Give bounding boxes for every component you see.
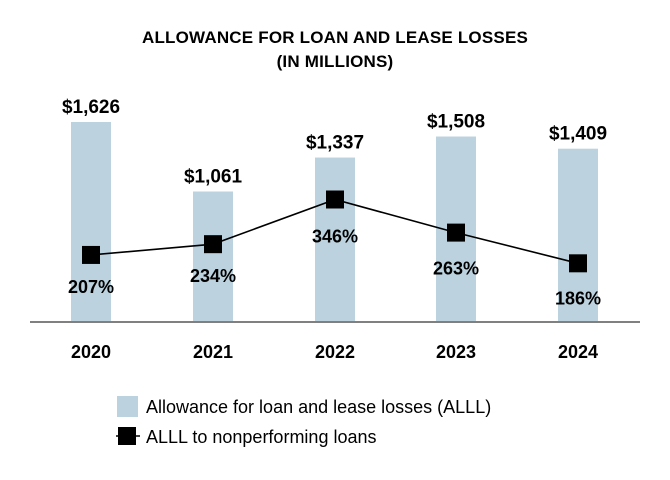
legend-swatch-bar xyxy=(117,396,138,417)
bar xyxy=(315,157,355,322)
line-value-label: 263% xyxy=(433,259,479,279)
x-tick-label: 2020 xyxy=(71,342,111,362)
line-marker xyxy=(569,254,587,273)
bar xyxy=(558,148,598,322)
legend-swatch-marker xyxy=(118,427,136,445)
bar-value-label: $1,061 xyxy=(184,166,243,187)
x-tick-label: 2023 xyxy=(436,342,476,362)
x-tick-label: 2024 xyxy=(558,342,598,362)
chart-subtitle: (IN MILLIONS) xyxy=(276,52,394,71)
bar-value-label: $1,409 xyxy=(549,124,607,145)
bar xyxy=(71,122,111,322)
line-marker xyxy=(326,190,344,209)
x-tick-label: 2021 xyxy=(193,342,233,362)
bar-value-label: $1,508 xyxy=(427,112,485,133)
line-value-label: 234% xyxy=(190,266,236,286)
chart-title: ALLOWANCE FOR LOAN AND LEASE LOSSES xyxy=(141,28,529,47)
line-value-label: 346% xyxy=(312,227,358,247)
bar-value-label: $1,626 xyxy=(62,97,120,118)
line-marker xyxy=(204,235,222,254)
x-tick-label: 2022 xyxy=(315,342,355,362)
legend-label: Allowance for loan and lease losses (ALL… xyxy=(146,397,491,417)
legend-label: ALLL to nonperforming loans xyxy=(146,427,376,447)
line-marker xyxy=(82,245,100,264)
line-marker xyxy=(447,223,465,242)
line-value-label: 186% xyxy=(555,288,601,308)
line-value-label: 207% xyxy=(68,277,114,297)
bar-value-label: $1,337 xyxy=(306,133,364,154)
bar xyxy=(193,191,233,322)
